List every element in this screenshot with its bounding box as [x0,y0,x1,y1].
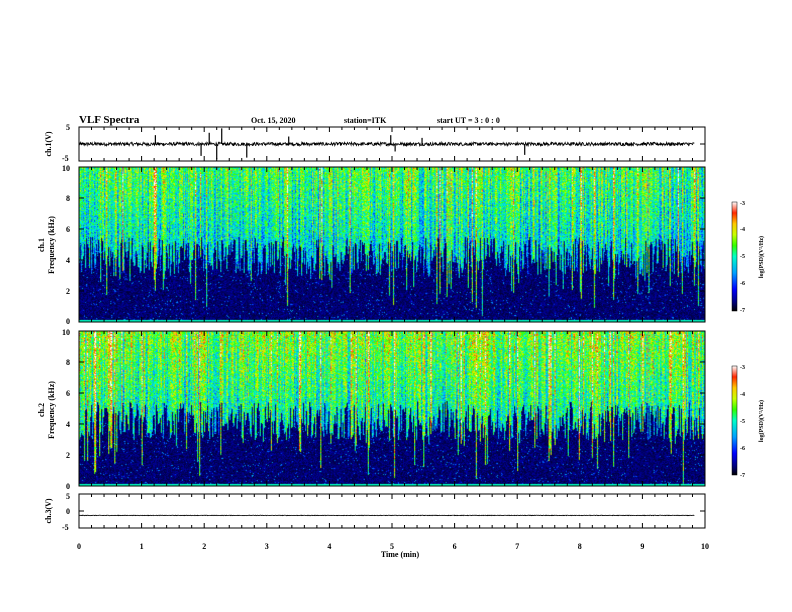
ch3-ytick-bottom: -5 [62,523,69,532]
ch1-spectrogram-ticks [78,166,706,323]
ch2-cb-tick-m7: -7 [740,473,745,479]
x-tick-label: 7 [515,542,519,551]
ch1-cb-tick-m3: -3 [740,201,745,207]
ch3-ylabel: ch.3(V) [44,498,53,523]
x-axis-label: Time (min) [381,550,420,559]
x-tick-label: 9 [640,542,644,551]
ch1-ytick-10: 10 [62,164,70,173]
x-tick-label: 8 [578,542,582,551]
waveform-line [78,514,695,517]
ch2-cb-tick-m5: -5 [740,419,745,425]
ch2-cb-tick-m3: -3 [740,365,745,371]
ch2-freq-label: Frequency (kHz) [47,381,56,439]
ch2-cb-tick-m4: -4 [740,392,745,398]
ch1-cb-label: log(PSD)(V²/Hz) [758,236,765,278]
ch1-waveform-trace [78,128,695,160]
waveform-line [78,140,695,148]
ch1-cb-tick-m6: -6 [740,281,745,287]
ch3-ytick-mid: 0 [66,507,70,516]
ch1-cb-tick-m7: -7 [740,308,745,314]
ch3-waveform-trace [78,514,695,517]
x-tick-label: 2 [202,542,206,551]
ch1-spec-label: ch.1 [37,238,46,252]
ch1-spectrogram-image [79,167,705,322]
x-tick-label: 10 [701,542,709,551]
panel-ch1-waveform: 5 -5 ch.1(V) [44,123,706,163]
ch2-spectrogram-ticks [78,330,706,487]
header-start-ut: start UT = 3 : 0 : 0 [437,116,500,125]
ch3-time-ticks [78,493,706,529]
ch1-colorbar [731,201,738,312]
ch2-colorbar [731,365,738,476]
ch1-freq-label: Frequency (kHz) [47,216,56,274]
ch1-ytick-8: 8 [66,194,70,203]
header-station: station=ITK [344,116,387,125]
x-tick-label: 4 [327,542,331,551]
ch2-ytick-8: 8 [66,358,70,367]
ch1-ytick-6: 6 [66,225,70,234]
ch2-ytick-10: 10 [62,328,70,337]
ch2-cb-tick-m6: -6 [740,446,745,452]
ch1-ytick-4: 4 [66,256,70,265]
x-tick-label: 0 [77,542,81,551]
ch2-ytick-0: 0 [66,482,70,491]
ch1-ytick-0: 0 [66,317,70,326]
panel-ch1-spectrogram: 0 2 4 6 8 10 ch.1 Frequency (kHz) -3 -4 … [37,164,765,326]
ch1-cb-tick-m5: -5 [740,254,745,260]
x-tick-label: 6 [453,542,457,551]
ch2-ytick-2: 2 [66,451,70,460]
panel-ch2-spectrogram: 0 2 4 6 8 10 ch.2 Frequency (kHz) -3 -4 … [37,328,765,491]
ch1-cb-tick-m4: -4 [740,227,745,233]
header-date: Oct. 15, 2020 [251,116,295,125]
ch3-ytick-top: 5 [66,492,70,501]
panel-ch3-waveform: 5 0 -5 ch.3(V) [44,492,706,532]
figure-title: VLF Spectra [79,114,140,126]
ch2-cb-label: log(PSD)(V²/Hz) [758,400,765,442]
x-tick-label: 3 [265,542,269,551]
ch1-ytick-2: 2 [66,287,70,296]
ch2-spectrogram-image [79,331,705,486]
ch2-ytick-4: 4 [66,420,70,429]
ch2-ytick-6: 6 [66,389,70,398]
x-tick-label: 5 [390,542,394,551]
ch1-ylabel: ch.1(V) [44,131,53,156]
x-tick-labels: 0 1 2 3 4 5 6 7 8 9 10 [77,542,709,551]
x-tick-label: 1 [140,542,144,551]
ch1-time-ticks [78,126,706,162]
ch1-ytick-bottom: -5 [62,154,69,163]
ch1-ytick-top: 5 [66,123,70,132]
ch2-spec-label: ch.2 [37,403,46,417]
